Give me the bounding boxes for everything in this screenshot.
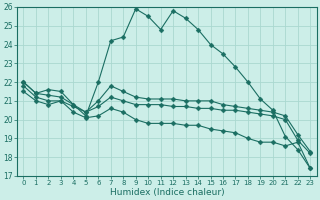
X-axis label: Humidex (Indice chaleur): Humidex (Indice chaleur) [109, 188, 224, 197]
